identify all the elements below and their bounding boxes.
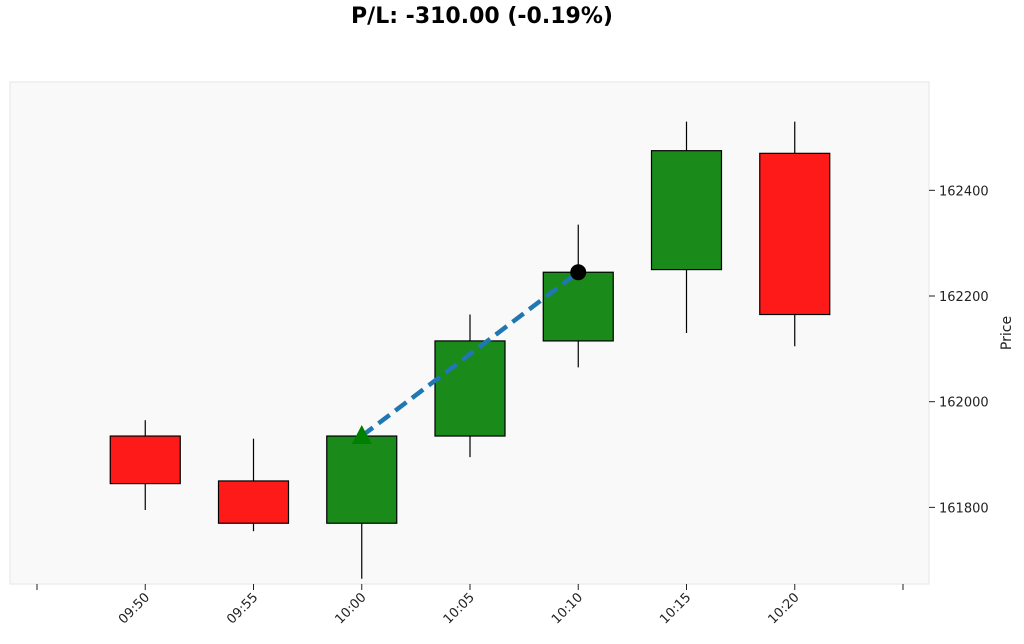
y-axis: 161800 162000 162200 162400 xyxy=(929,184,989,516)
x-axis: 09:50 09:55 10:00 10:05 10:10 10:15 10:20 xyxy=(36,584,904,627)
candle xyxy=(542,224,614,368)
x-tick-label: 10:05 xyxy=(441,590,478,627)
x-tick-label: 10:10 xyxy=(549,590,586,627)
candle-body-down xyxy=(759,152,831,316)
candle-body-up xyxy=(650,150,723,271)
y-tick-label: 162400 xyxy=(939,184,989,199)
candle xyxy=(109,420,181,511)
trade-line xyxy=(360,270,580,438)
candle xyxy=(650,121,723,333)
y-tick-label: 162200 xyxy=(939,290,989,305)
candle-body-down xyxy=(109,435,181,485)
entry-marker xyxy=(351,425,372,445)
x-tick-label: 10:20 xyxy=(765,590,802,627)
chart-title: P/L: -310.00 (-0.19%) xyxy=(351,4,613,29)
candle xyxy=(434,314,506,458)
y-tick-label: 162000 xyxy=(939,396,989,411)
candle-body-up xyxy=(542,271,614,342)
candle xyxy=(326,435,398,579)
candle xyxy=(217,438,290,532)
candles-group xyxy=(109,121,831,579)
candle-body-up xyxy=(434,340,506,437)
y-axis-label: Price xyxy=(999,316,1015,350)
candle-body-down xyxy=(217,480,290,524)
candle-body-up xyxy=(326,435,398,524)
x-tick-label: 09:55 xyxy=(224,590,261,627)
x-tick-label: 10:15 xyxy=(657,590,694,627)
exit-marker xyxy=(570,264,587,281)
candle xyxy=(759,121,831,347)
trade-overlay xyxy=(351,264,587,445)
x-tick-label: 09:50 xyxy=(116,590,153,627)
y-tick-label: 161800 xyxy=(939,501,989,516)
x-tick-label: 10:00 xyxy=(332,590,369,627)
